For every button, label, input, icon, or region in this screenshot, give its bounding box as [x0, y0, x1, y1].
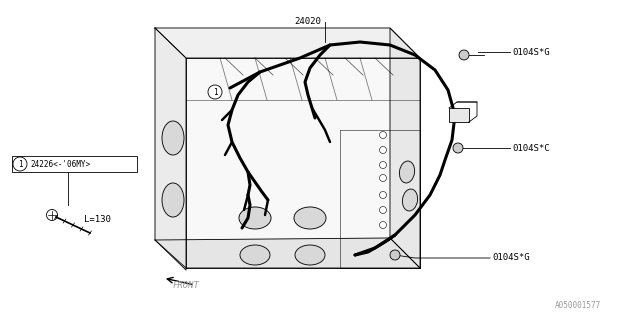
- Polygon shape: [390, 28, 420, 268]
- Text: 24020: 24020: [294, 17, 321, 26]
- Circle shape: [13, 157, 27, 171]
- Ellipse shape: [294, 207, 326, 229]
- Ellipse shape: [399, 161, 415, 183]
- Circle shape: [380, 174, 387, 181]
- Ellipse shape: [162, 121, 184, 155]
- Text: L=130: L=130: [84, 215, 111, 225]
- Circle shape: [453, 143, 463, 153]
- Circle shape: [459, 50, 469, 60]
- Polygon shape: [155, 28, 186, 270]
- Polygon shape: [155, 28, 420, 58]
- Ellipse shape: [239, 207, 271, 229]
- Text: 0104S*G: 0104S*G: [492, 253, 530, 262]
- Ellipse shape: [403, 189, 417, 211]
- Circle shape: [380, 191, 387, 198]
- Text: A050001577: A050001577: [555, 301, 601, 310]
- Circle shape: [380, 206, 387, 213]
- Bar: [449, 108, 469, 122]
- Polygon shape: [186, 58, 420, 268]
- Circle shape: [380, 132, 387, 139]
- Ellipse shape: [295, 245, 325, 265]
- Text: 0104S*C: 0104S*C: [512, 143, 550, 153]
- Circle shape: [380, 147, 387, 154]
- Circle shape: [47, 210, 58, 220]
- Circle shape: [208, 85, 222, 99]
- Text: 24226<-'06MY>: 24226<-'06MY>: [30, 159, 90, 169]
- Text: 0104S*G: 0104S*G: [512, 47, 550, 57]
- Circle shape: [380, 162, 387, 169]
- Polygon shape: [155, 238, 420, 268]
- Bar: [12, 156, 137, 172]
- Ellipse shape: [162, 183, 184, 217]
- Ellipse shape: [240, 245, 270, 265]
- Circle shape: [380, 221, 387, 228]
- Circle shape: [390, 250, 400, 260]
- Text: 1: 1: [212, 87, 218, 97]
- Text: 1: 1: [18, 159, 22, 169]
- Text: FRONT: FRONT: [173, 281, 200, 290]
